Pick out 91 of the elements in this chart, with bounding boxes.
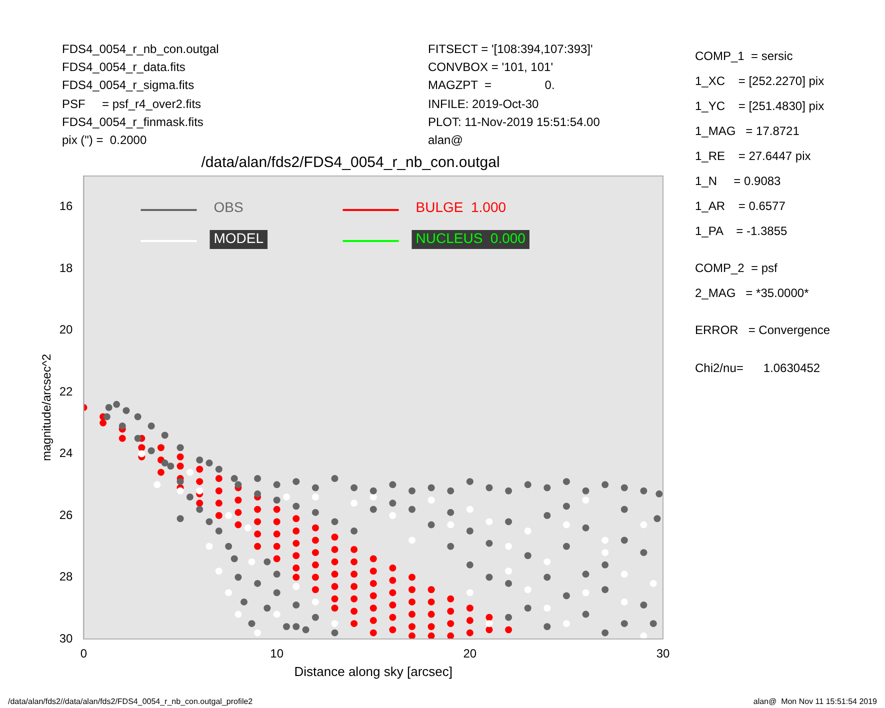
x-tick-label: 10 xyxy=(270,646,284,661)
point xyxy=(186,468,194,476)
point xyxy=(505,568,512,575)
point xyxy=(273,610,280,618)
text: ERROR = Convergence xyxy=(695,323,830,337)
point xyxy=(447,521,454,528)
point xyxy=(524,586,532,594)
point xyxy=(562,521,570,528)
legend-label: MODEL xyxy=(214,230,264,246)
y-tick-label: 24 xyxy=(59,446,74,460)
point xyxy=(620,598,628,606)
y-tick-label: 30 xyxy=(59,631,74,646)
point xyxy=(544,604,551,612)
y-tick-label: 22 xyxy=(59,384,74,398)
x-tick-label: 20 xyxy=(463,646,477,661)
text: /data/alan/fds2//data/alan/fds2/FDS4_0054_r_nb_con.outgal_profile2 xyxy=(8,697,253,706)
point xyxy=(466,506,474,513)
text: 1_YC = [251.4830] pix xyxy=(695,99,824,113)
point xyxy=(640,632,648,639)
y-axis-title: magnitude/arcsec^2 xyxy=(40,354,54,462)
point xyxy=(408,536,416,544)
text: PLOT: 11-Nov-2019 15:51:54.00 xyxy=(428,114,600,129)
point xyxy=(582,589,590,596)
y-tick-label: 18 xyxy=(59,260,74,275)
text: COMP_2 = psf xyxy=(695,261,778,275)
text: CONVBOX = '101, 101' xyxy=(428,60,553,74)
y-tick-label: 16 xyxy=(59,199,74,214)
x-axis-title: Distance along sky [arcsec] xyxy=(294,664,452,679)
point xyxy=(215,568,222,575)
point xyxy=(650,580,657,587)
y-tick-label: 20 xyxy=(59,322,74,337)
legend-label: BULGE 1.000 xyxy=(416,198,506,215)
point xyxy=(196,487,204,494)
point xyxy=(225,512,232,520)
text: MAGZPT = 0. xyxy=(428,78,555,92)
text: FDS4_0054_r_data.fits xyxy=(62,60,186,74)
point xyxy=(282,494,290,501)
point xyxy=(312,598,319,606)
text: Chi2/nu= 1.0630452 xyxy=(695,361,820,375)
point xyxy=(312,494,319,501)
text: FITSECT = '[108:394,107:393]' xyxy=(428,42,593,56)
text: 2_MAG = *35.0000* xyxy=(695,286,809,300)
point xyxy=(620,570,628,578)
point xyxy=(206,542,213,550)
text: FDS4_0054_r_finmask.fits xyxy=(62,114,204,129)
text: pix (") = 0.2000 xyxy=(62,133,147,147)
text: FDS4_0054_r_sigma.fits xyxy=(62,78,194,92)
legend-label: NUCLEUS 0.000 xyxy=(416,230,526,246)
point xyxy=(562,620,570,628)
x-tick-label: 0 xyxy=(80,646,88,661)
text: INFILE: 2019-Oct-30 xyxy=(428,96,539,111)
text: 1_MAG = 17.8721 xyxy=(695,124,800,138)
point xyxy=(225,589,232,596)
point xyxy=(292,583,300,590)
point xyxy=(370,494,377,501)
text: COMP_1 = sersic xyxy=(695,49,793,63)
point xyxy=(154,481,161,488)
x-tick-label: 30 xyxy=(656,646,670,661)
point xyxy=(234,610,242,618)
text: 1_RE = 27.6447 pix xyxy=(695,149,811,163)
text: 1_AR = 0.6577 xyxy=(695,199,786,213)
point xyxy=(254,629,262,636)
y-tick-label: 26 xyxy=(59,508,74,522)
text: alan@ xyxy=(428,133,463,147)
point xyxy=(602,549,609,556)
text: 1_PA = -1.3855 xyxy=(695,224,788,238)
text: 1_N = 0.9083 xyxy=(695,174,781,188)
point xyxy=(244,524,252,532)
point xyxy=(350,500,358,507)
point xyxy=(505,542,512,550)
text: FDS4_0054_r_nb_con.outgal xyxy=(62,42,219,56)
point xyxy=(524,527,532,534)
point xyxy=(544,558,551,566)
point xyxy=(486,518,493,526)
text: PSF = psf_r4_over2.fits xyxy=(62,96,202,111)
text: alan@ Mon Nov 11 15:51:54 2019 xyxy=(753,697,877,706)
point xyxy=(640,521,648,528)
point xyxy=(248,558,256,566)
point xyxy=(176,487,184,494)
y-tick-label: 28 xyxy=(59,570,74,584)
point xyxy=(486,620,493,628)
text: 1_XC = [252.2270] pix xyxy=(695,74,824,88)
legend-label: OBS xyxy=(214,198,244,215)
chart-title: /data/alan/fds2/FDS4_0054_r_nb_con.outgal xyxy=(201,154,500,172)
point xyxy=(138,450,146,458)
point xyxy=(331,620,338,628)
point xyxy=(602,536,609,544)
point xyxy=(466,589,474,596)
point xyxy=(582,496,590,504)
point xyxy=(428,496,435,504)
point xyxy=(389,512,396,520)
